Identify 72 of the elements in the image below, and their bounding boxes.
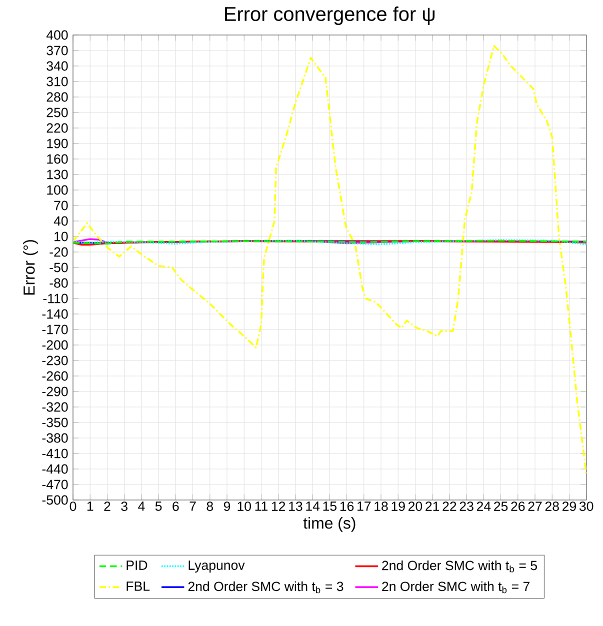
legend-label: Lyapunov — [188, 560, 245, 573]
y-tick-label: 310 — [46, 76, 68, 86]
x-tick-label: 7 — [190, 502, 196, 511]
x-axis-title: time (s) — [303, 517, 356, 532]
y-axis-title: Error (°) — [23, 240, 38, 295]
y-tick-label: -260 — [42, 371, 68, 381]
x-tick-label: 1 — [87, 502, 94, 511]
x-tick-label: 18 — [374, 502, 388, 511]
legend-label: 2nd Order SMC with t$_{b}$ = 5 — [382, 560, 537, 572]
x-tick-label: 17 — [358, 502, 371, 511]
x-tick-label: 8 — [206, 502, 214, 511]
x-tick-label: 0 — [70, 502, 76, 511]
x-tick-label: 23 — [460, 502, 474, 511]
y-tick-label: 130 — [47, 170, 68, 180]
y-tick-label: -350 — [42, 418, 68, 428]
x-tick-label: 9 — [224, 502, 230, 511]
x-tick-label: 13 — [289, 502, 302, 511]
y-tick-label: -200 — [42, 340, 68, 350]
y-tick-label: -20 — [50, 247, 68, 257]
x-tick-label: 20 — [408, 502, 422, 511]
x-tick-label: 19 — [392, 502, 405, 511]
y-tick-label: 10 — [54, 232, 68, 242]
y-tick-label: 280 — [46, 92, 68, 102]
legend-label: 2n Order SMC with t$_{b}$ = 7 — [382, 581, 530, 594]
y-tick-label: 400 — [46, 30, 68, 40]
x-tick-label: 25 — [494, 502, 508, 511]
y-tick-label: -320 — [42, 402, 68, 412]
chart-title: Error convergence for ψ — [225, 6, 435, 25]
x-tick-label: 30 — [579, 502, 594, 511]
y-tick-label: -230 — [42, 356, 68, 366]
x-tick-label: 4 — [138, 502, 145, 511]
legend-label: FBL — [126, 582, 150, 591]
x-tick-label: 12 — [272, 502, 286, 511]
x-tick-label: 27 — [528, 502, 542, 511]
x-tick-label: 16 — [340, 502, 354, 511]
legend-label: 2nd Order SMC with t$_{b}$ = 3 — [188, 581, 344, 594]
y-tick-label: -410 — [42, 448, 68, 458]
y-tick-label: 190 — [47, 138, 68, 148]
x-tick-label: 24 — [476, 502, 491, 511]
x-tick-label: 3 — [121, 502, 128, 511]
x-tick-label: 6 — [172, 502, 179, 511]
y-tick-label: -110 — [43, 294, 68, 304]
x-tick-label: 2 — [104, 502, 110, 511]
y-tick-label: 250 — [46, 108, 68, 118]
legend-label: PID — [126, 560, 148, 570]
x-tick-label: 14 — [306, 502, 320, 511]
y-tick-label: 370 — [46, 46, 68, 56]
x-tick-label: 26 — [511, 502, 525, 511]
y-tick-label: 160 — [47, 154, 68, 164]
y-tick-label: -380 — [42, 433, 68, 443]
y-tick-label: -80 — [50, 278, 68, 288]
x-tick-label: 15 — [323, 502, 336, 511]
y-tick-label: -170 — [42, 324, 68, 334]
y-tick-label: 100 — [47, 185, 68, 195]
line-series — [73, 44, 586, 476]
y-tick-label: -140 — [42, 309, 68, 319]
x-tick-label: 22 — [442, 502, 456, 511]
y-tick-label: -50 — [50, 262, 68, 272]
y-tick-label: 340 — [46, 61, 68, 71]
y-tick-label: -470 — [42, 480, 68, 490]
x-tick-label: 5 — [155, 502, 162, 511]
x-tick-label: 29 — [562, 502, 576, 511]
y-tick-label: 40 — [54, 216, 68, 226]
y-tick-label: -440 — [42, 464, 68, 474]
y-tick-label: 220 — [46, 123, 68, 133]
x-tick-label: 11 — [255, 502, 268, 511]
y-tick-label: -500 — [42, 495, 68, 505]
x-tick-label: 21 — [426, 502, 440, 511]
y-tick-label: 70 — [54, 200, 68, 210]
y-tick-label: -290 — [42, 386, 68, 396]
x-tick-label: 28 — [545, 502, 559, 511]
x-tick-label: 10 — [238, 502, 251, 511]
